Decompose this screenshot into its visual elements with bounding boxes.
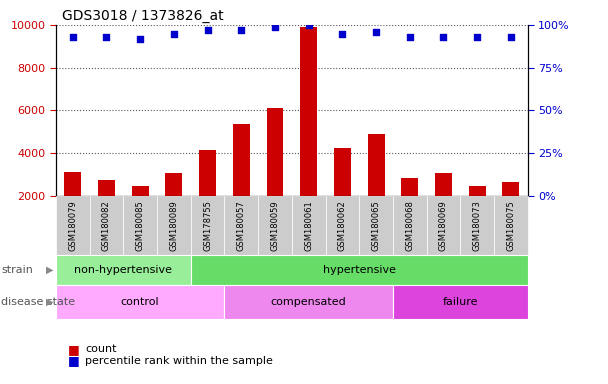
Point: [438, 34, 448, 40]
Text: GSM180073: GSM180073: [472, 200, 482, 251]
Bar: [368, 134, 384, 238]
Point: [68, 34, 78, 40]
Bar: [401, 178, 418, 238]
Text: GSM180082: GSM180082: [102, 200, 111, 251]
Text: control: control: [121, 297, 159, 307]
Point: [506, 34, 516, 40]
Text: ▶: ▶: [46, 265, 53, 275]
Text: percentile rank within the sample: percentile rank within the sample: [85, 356, 273, 366]
Bar: [199, 150, 216, 238]
Point: [304, 22, 314, 28]
Text: strain: strain: [1, 265, 33, 275]
Text: GSM180069: GSM180069: [439, 200, 448, 251]
Text: GSM178755: GSM178755: [203, 200, 212, 251]
Text: failure: failure: [443, 297, 478, 307]
Text: disease state: disease state: [1, 297, 75, 307]
Point: [472, 34, 482, 40]
Bar: [98, 180, 115, 238]
Bar: [435, 174, 452, 238]
Text: GSM180062: GSM180062: [338, 200, 347, 251]
Text: hypertensive: hypertensive: [323, 265, 396, 275]
Text: GSM180059: GSM180059: [271, 200, 280, 251]
Bar: [233, 124, 250, 238]
Point: [270, 23, 280, 30]
Text: ■: ■: [68, 354, 80, 367]
Text: GSM180061: GSM180061: [304, 200, 313, 251]
Text: GSM180065: GSM180065: [371, 200, 381, 251]
Point: [371, 29, 381, 35]
Point: [405, 34, 415, 40]
Text: GSM180079: GSM180079: [68, 200, 77, 251]
Point: [237, 27, 246, 33]
Text: count: count: [85, 344, 117, 354]
Text: GSM180068: GSM180068: [406, 200, 414, 251]
Text: GSM180075: GSM180075: [506, 200, 516, 251]
Text: ■: ■: [68, 343, 80, 356]
Text: GSM180085: GSM180085: [136, 200, 145, 251]
Text: GDS3018 / 1373826_at: GDS3018 / 1373826_at: [62, 8, 224, 23]
Text: non-hypertensive: non-hypertensive: [74, 265, 172, 275]
Point: [136, 36, 145, 42]
Bar: [64, 172, 81, 238]
Bar: [300, 27, 317, 238]
Bar: [502, 182, 519, 238]
Point: [169, 30, 179, 36]
Bar: [334, 148, 351, 238]
Bar: [469, 186, 486, 238]
Bar: [132, 186, 148, 238]
Point: [337, 30, 347, 36]
Text: compensated: compensated: [271, 297, 347, 307]
Bar: [266, 108, 283, 238]
Point: [202, 27, 212, 33]
Text: GSM180089: GSM180089: [170, 200, 178, 251]
Bar: [165, 174, 182, 238]
Text: GSM180057: GSM180057: [237, 200, 246, 251]
Point: [102, 34, 111, 40]
Text: ▶: ▶: [46, 297, 53, 307]
